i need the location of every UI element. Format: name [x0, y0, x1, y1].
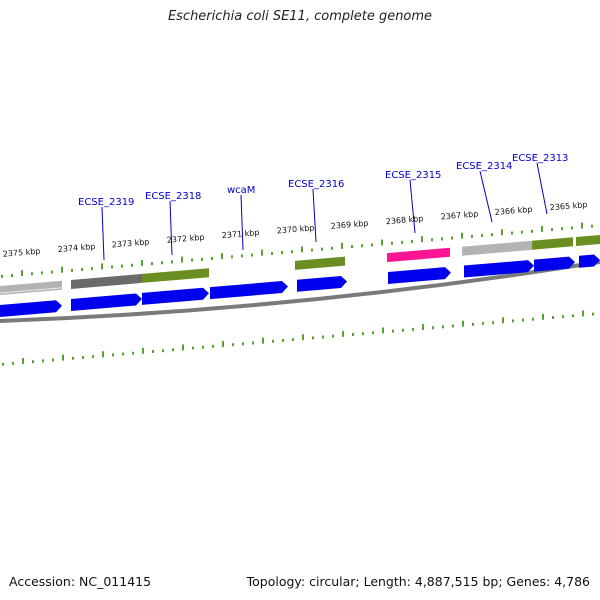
gene-label-leader: [536, 162, 548, 215]
gene-label: ECSE_2316: [288, 179, 344, 190]
cds-arrow: [297, 276, 347, 292]
gene-feature: [387, 247, 450, 263]
band-highlight: [0, 287, 63, 294]
gene-label: ECSE_2318: [145, 191, 201, 202]
gene-feature: [295, 256, 345, 270]
kbp-label: 2365 kbp: [549, 200, 587, 212]
gene-label: wcaM: [227, 185, 255, 196]
cds-arrow: [142, 287, 209, 305]
map-title: Escherichia coli SE11, complete genome: [167, 9, 433, 24]
accession-text: Accession: NC_011415: [9, 574, 152, 589]
cds-arrow: [71, 293, 142, 311]
gene-feature: [462, 240, 532, 256]
gene-label: ECSE_2313: [512, 153, 568, 164]
cds-arrow: [388, 267, 451, 285]
cds-arrow: [579, 254, 600, 268]
kbp-label: 2368 kbp: [385, 214, 423, 226]
gene-feature: [532, 237, 573, 250]
kbp-label: 2372 kbp: [166, 233, 204, 245]
gene-label-leader: [240, 194, 244, 251]
gene-label: ECSE_2319: [78, 197, 134, 208]
gene-feature: [576, 235, 600, 247]
kbp-label: 2366 kbp: [494, 205, 532, 217]
genome-backbone: [0, 260, 600, 323]
cds-arrow: [534, 256, 575, 272]
topology-text: Topology: circular; Length: 4,887,515 bp…: [246, 574, 590, 589]
kbp-label: 2371 kbp: [221, 228, 259, 240]
cds-arrow: [210, 281, 288, 300]
gene-feature: [0, 280, 62, 295]
gene-label: ECSE_2315: [385, 170, 441, 181]
gene-label-leader: [312, 188, 317, 243]
kbp-label: 2375 kbp: [2, 247, 40, 259]
gene-label-leader: [479, 170, 493, 223]
cds-arrow: [464, 260, 534, 278]
gene-label-leader: [169, 200, 173, 256]
gene-label-leader: [101, 206, 105, 261]
kbp-label: 2373 kbp: [111, 237, 149, 249]
gene-label-leader: [409, 179, 416, 234]
gene-feature: [71, 273, 142, 289]
gene-feature: [142, 268, 209, 283]
cds-arrow: [0, 300, 62, 317]
kbp-label: 2374 kbp: [57, 242, 95, 254]
gene-label: ECSE_2314: [456, 161, 512, 172]
kbp-label: 2369 kbp: [330, 219, 368, 231]
kbp-label: 2367 kbp: [440, 209, 478, 221]
kbp-label: 2370 kbp: [276, 223, 314, 235]
